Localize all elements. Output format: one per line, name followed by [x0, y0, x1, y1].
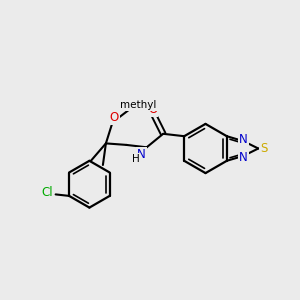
Text: N: N: [239, 133, 248, 146]
Text: O: O: [110, 111, 118, 124]
Text: N: N: [239, 152, 248, 164]
Text: O: O: [148, 103, 157, 116]
Text: N: N: [137, 148, 146, 161]
Text: H: H: [132, 154, 140, 164]
Text: Cl: Cl: [41, 186, 53, 200]
Text: S: S: [260, 142, 267, 155]
Text: methyl: methyl: [120, 100, 157, 110]
